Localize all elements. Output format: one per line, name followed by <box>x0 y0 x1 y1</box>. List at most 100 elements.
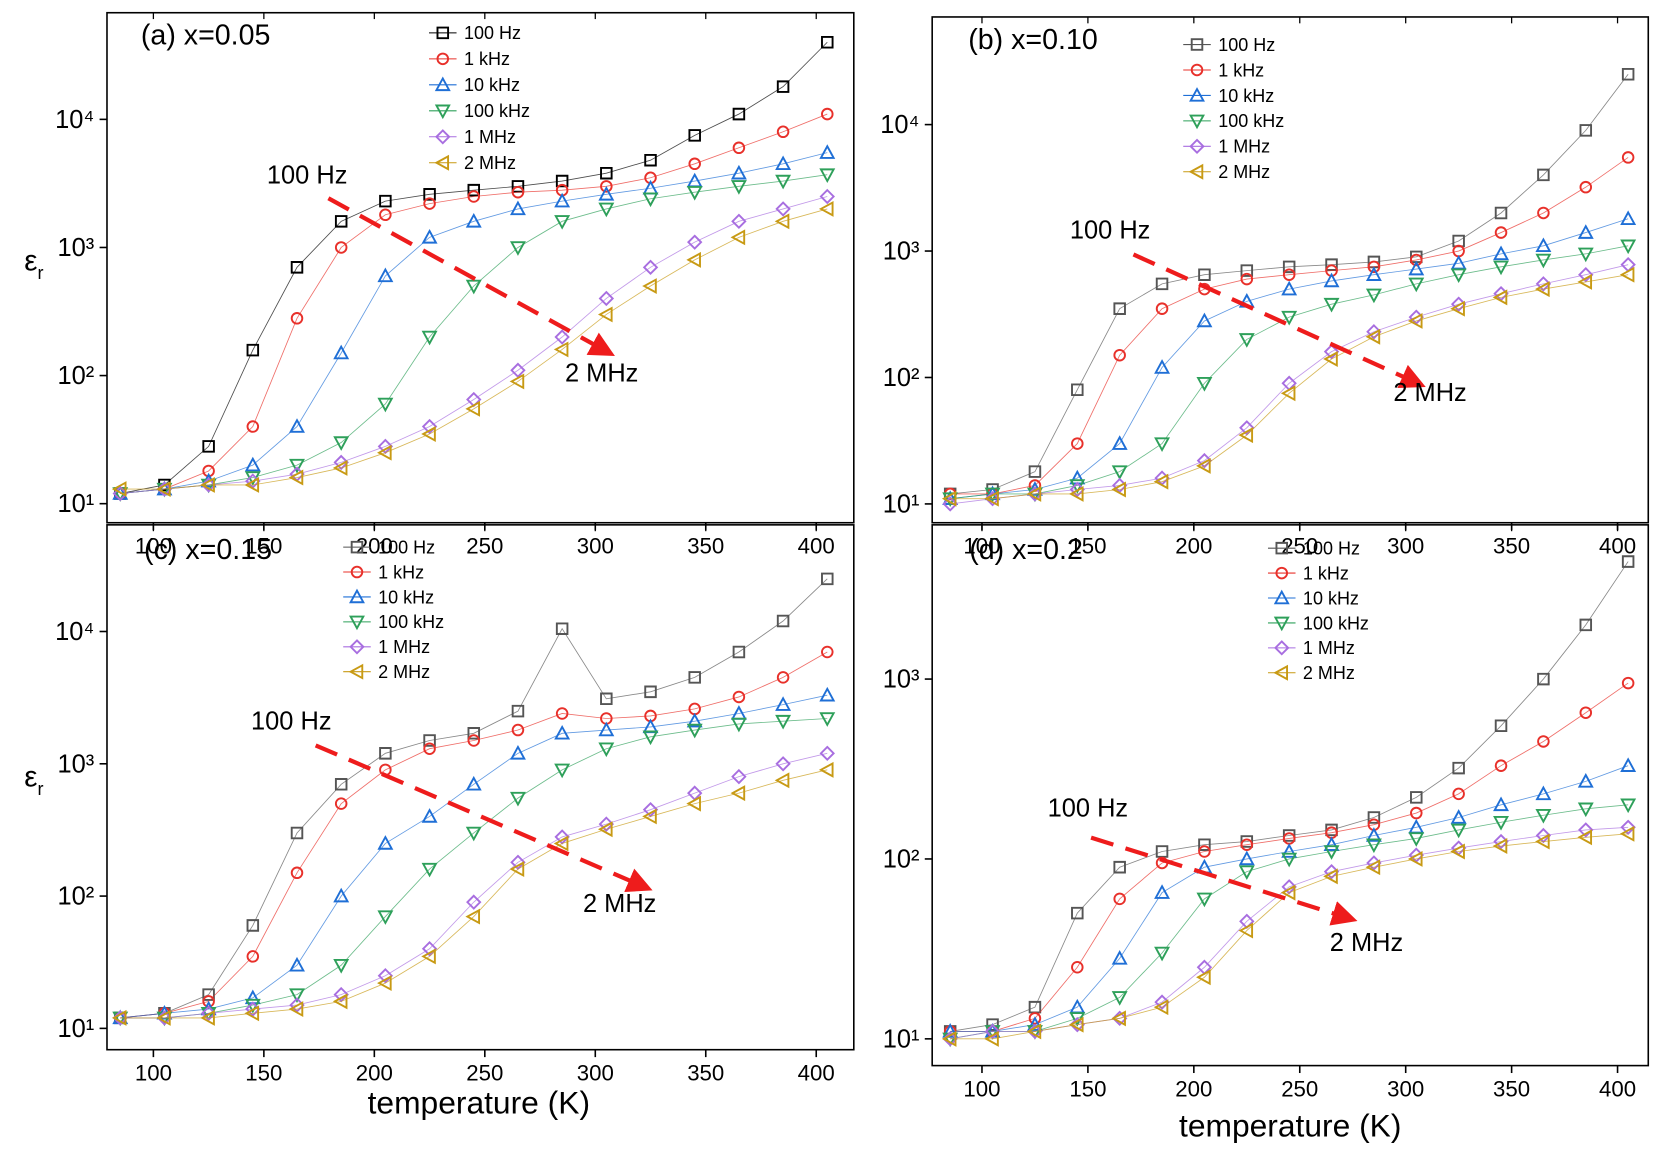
marker <box>1579 706 1593 719</box>
marker <box>1155 302 1169 315</box>
marker <box>332 993 348 1010</box>
legend-label: 10 kHz <box>464 75 520 95</box>
panel: 100 150 200 250 300 350 400 10¹ 10² 10³ 10⁴ (c) x=0… <box>24 524 855 1120</box>
marker <box>289 956 305 972</box>
marker <box>1068 1016 1084 1033</box>
marker <box>1238 850 1255 866</box>
marker <box>509 373 525 390</box>
marker <box>1323 836 1340 851</box>
marker <box>776 671 790 684</box>
marker <box>1537 168 1550 182</box>
marker <box>688 129 701 142</box>
marker <box>377 444 392 461</box>
series-line <box>120 196 828 494</box>
marker <box>332 459 348 476</box>
plot-frame <box>106 524 855 1051</box>
annotation: 2 MHz <box>1393 379 1466 407</box>
marker <box>1323 297 1340 313</box>
marker <box>1323 845 1340 860</box>
x-tick-label: 100 <box>135 533 172 558</box>
marker <box>1407 850 1423 867</box>
marker <box>984 1023 1001 1040</box>
marker <box>1196 312 1213 328</box>
marker <box>1280 884 1296 901</box>
marker <box>511 185 525 199</box>
marker <box>1240 838 1254 851</box>
y-axis-label-main: ε <box>24 761 37 794</box>
marker <box>1068 485 1084 502</box>
x-tick-label: 250 <box>466 1060 503 1085</box>
marker <box>333 887 350 903</box>
marker <box>1493 796 1509 812</box>
marker <box>111 1009 127 1026</box>
y-tick-label: 10³ <box>883 238 920 266</box>
marker <box>984 1030 999 1047</box>
y-axis-label-sub: r <box>38 263 44 283</box>
marker <box>555 622 569 635</box>
legend-label: 100 kHz <box>1303 613 1369 633</box>
series-line <box>120 208 828 490</box>
marker <box>554 215 571 230</box>
legend-marker <box>350 565 364 579</box>
legend-marker <box>349 588 365 604</box>
marker <box>730 164 747 180</box>
y-tick-label: 10² <box>58 362 95 390</box>
annotation-arrow <box>314 743 653 893</box>
marker <box>1155 845 1169 858</box>
x-tick-label: 100 <box>135 1060 172 1085</box>
marker <box>1493 815 1509 831</box>
series-line <box>950 245 1629 500</box>
marker <box>379 747 392 760</box>
annotation: 100 Hz <box>1070 217 1151 245</box>
y-tick-label: 10¹ <box>883 490 920 518</box>
marker <box>377 975 392 992</box>
marker <box>686 712 703 728</box>
marker <box>821 572 834 586</box>
marker <box>288 469 304 486</box>
marker <box>1407 312 1423 329</box>
marker <box>1281 879 1297 895</box>
marker <box>776 125 790 139</box>
marker <box>686 723 703 739</box>
marker <box>598 202 615 218</box>
marker <box>1196 452 1213 469</box>
legend-marker <box>1275 541 1289 555</box>
marker <box>1111 991 1128 1006</box>
marker <box>644 685 657 699</box>
marker <box>509 744 526 760</box>
marker <box>1365 838 1382 854</box>
marker <box>984 490 999 507</box>
legend-label: 1 kHz <box>378 562 424 582</box>
marker <box>1028 1012 1042 1025</box>
y-tick-label: 10⁴ <box>55 106 94 134</box>
x-tick-label: 400 <box>1599 1076 1636 1101</box>
marker <box>1365 266 1382 281</box>
marker <box>941 1030 957 1047</box>
marker <box>1154 994 1170 1010</box>
legend-marker <box>436 52 450 66</box>
x-tick-label: 250 <box>1281 1076 1318 1101</box>
legend-marker <box>348 663 364 680</box>
x-tick-label: 200 <box>356 1060 393 1085</box>
marker <box>334 797 348 810</box>
marker <box>1577 802 1594 818</box>
marker <box>1493 245 1509 261</box>
marker <box>941 490 957 507</box>
x-tick-label: 300 <box>577 533 614 558</box>
y-tick-label: 10⁴ <box>880 111 919 139</box>
marker <box>1450 268 1467 284</box>
marker <box>467 734 481 747</box>
y-tick-label: 10² <box>883 845 920 873</box>
marker <box>244 476 260 493</box>
x-tick-label: 350 <box>1493 533 1530 558</box>
marker <box>511 723 525 737</box>
marker <box>334 215 348 228</box>
annotation: 2 MHz <box>565 360 638 388</box>
y-tick-label: 10³ <box>883 666 920 694</box>
marker <box>688 671 701 684</box>
legend-marker <box>1273 664 1289 681</box>
x-tick-label: 150 <box>245 1060 282 1085</box>
legend-label: 2 MHz <box>464 153 516 173</box>
annotation-arrow <box>327 196 615 357</box>
